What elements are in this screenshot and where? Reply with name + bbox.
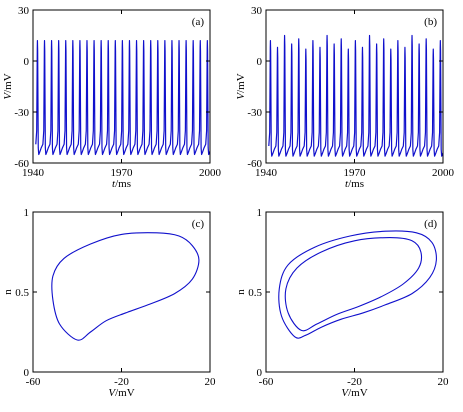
panel-a: 1940 1970 2000 -60 -30 0 30 (a) [14, 5, 221, 179]
y-tick-label: 30 [18, 5, 30, 17]
y-tick-label: 0.5 [15, 287, 29, 299]
y-tick-label: 30 [251, 5, 263, 17]
phase-loop-2 [284, 237, 422, 332]
x-tick-label: -60 [26, 376, 41, 388]
y-tick-label: -30 [247, 107, 262, 119]
phase-loop-1 [278, 230, 437, 339]
panel-label: (d) [424, 218, 437, 230]
panel-c: -60 -20 20 0 0.5 1 (c) [15, 207, 216, 388]
x-tick-label: 1970 [344, 167, 367, 179]
x-tick-label: 1970 [111, 167, 134, 179]
x-tick-label: 20 [205, 376, 217, 388]
y-tick-label: -60 [14, 158, 29, 170]
x-tick-label: 20 [438, 376, 450, 388]
y-axis-label: n [2, 289, 14, 295]
panel-label: (c) [192, 218, 205, 230]
x-tick-label: 2000 [199, 167, 222, 179]
y-tick-label: 0 [257, 56, 263, 68]
plot-frame [32, 211, 211, 373]
x-tick-label: 1940 [22, 167, 45, 179]
y-tick-label: 1 [24, 207, 30, 219]
phase-loop-1 [51, 232, 200, 341]
x-tick-label: -20 [114, 376, 129, 388]
y-axis-label: V/mV [235, 73, 247, 99]
voltage-trace [35, 40, 210, 156]
x-tick-label: 2000 [432, 167, 455, 179]
panel-label: (b) [424, 16, 437, 28]
x-axis-label: t/ms [112, 178, 131, 190]
y-tick-label: -30 [14, 107, 29, 119]
y-tick-label: -60 [247, 158, 262, 170]
plot-frame [265, 211, 444, 373]
y-tick-label: 0 [24, 367, 30, 379]
x-tick-label: -20 [347, 376, 362, 388]
x-axis-label: V/mV [341, 387, 367, 399]
y-tick-label: 0 [257, 367, 263, 379]
x-tick-label: 1940 [255, 167, 278, 179]
panel-label: (a) [192, 16, 205, 28]
y-axis-label: V/mV [2, 73, 14, 99]
panel-b: 1940 1970 2000 -60 -30 0 30 (b) [247, 5, 454, 179]
y-axis-label: n [235, 289, 247, 295]
y-tick-label: 1 [257, 207, 263, 219]
y-tick-label: 0.5 [248, 287, 262, 299]
panel-d: -60 -20 20 0 0.5 1 (d) [248, 207, 449, 388]
voltage-trace [268, 34, 443, 157]
x-tick-label: -60 [259, 376, 274, 388]
y-tick-label: 0 [24, 56, 30, 68]
x-axis-label: V/mV [108, 387, 134, 399]
x-axis-label: t/ms [345, 178, 364, 190]
